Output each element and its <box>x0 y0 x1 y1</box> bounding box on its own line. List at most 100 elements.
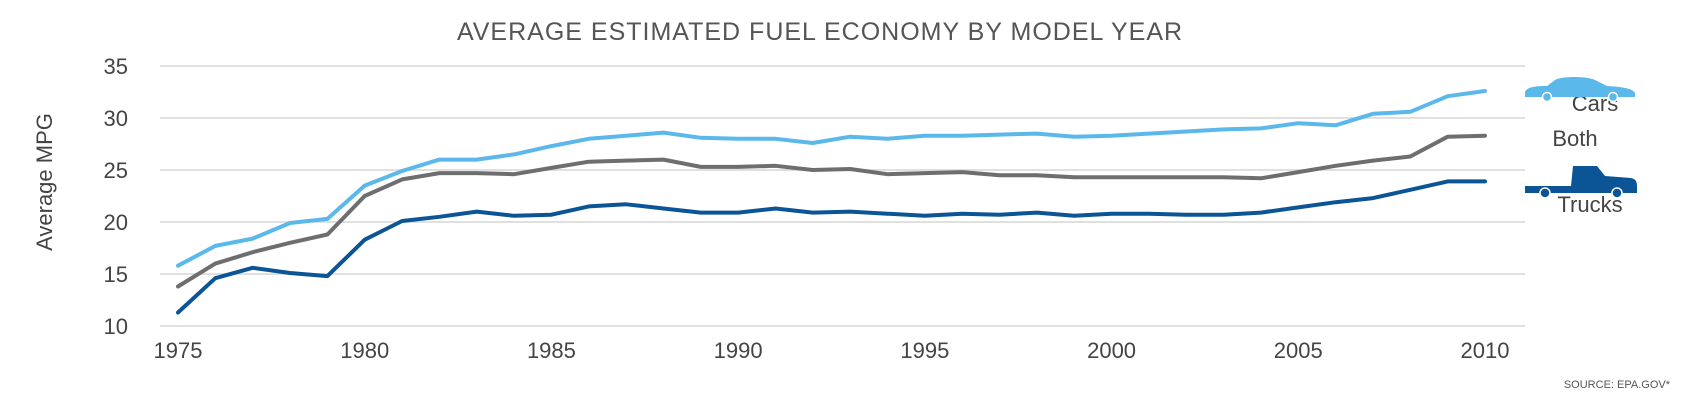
data-point-both <box>325 232 329 237</box>
truck-icon <box>1525 166 1637 199</box>
data-point-both <box>773 164 778 168</box>
y-tick-label: 20 <box>104 210 128 235</box>
data-point-both <box>1371 159 1375 163</box>
data-point-trucks <box>1408 188 1412 192</box>
data-point-cars <box>624 134 628 138</box>
series-label-trucks: Trucks <box>1557 192 1622 217</box>
y-axis-label: Average MPG <box>32 113 57 251</box>
data-point-trucks <box>288 271 292 275</box>
x-tick-label: 2005 <box>1274 338 1323 363</box>
x-tick-labels: 1975 1980 1985 1990 1995 2000 2005 2010 <box>154 338 1510 363</box>
data-point-trucks <box>1184 213 1188 217</box>
x-tick-label: 2010 <box>1461 338 1510 363</box>
data-point-both <box>624 159 628 163</box>
data-point-both <box>1222 175 1226 179</box>
data-point-cars <box>1184 129 1188 134</box>
data-point-trucks <box>624 202 628 206</box>
data-point-trucks <box>176 310 180 315</box>
data-point-both <box>661 158 666 162</box>
data-point-trucks <box>848 210 852 214</box>
data-point-both <box>1109 175 1114 179</box>
data-point-trucks <box>1035 211 1039 215</box>
data-point-trucks <box>1147 212 1151 216</box>
data-point-trucks <box>960 212 964 216</box>
data-point-trucks <box>997 213 1002 217</box>
y-tick-label: 30 <box>104 106 128 131</box>
data-point-cars <box>960 134 964 138</box>
data-point-cars <box>400 169 404 173</box>
series-label-both: Both <box>1552 126 1597 151</box>
data-point-cars <box>811 141 815 145</box>
data-point-cars <box>288 221 292 225</box>
data-point-trucks <box>512 214 516 218</box>
data-point-both <box>363 194 367 198</box>
data-point-cars <box>325 217 329 221</box>
series-lines <box>176 89 1487 315</box>
y-tick-labels: 35 30 25 20 15 10 <box>104 54 128 339</box>
data-point-trucks <box>923 214 927 218</box>
data-point-both <box>1072 175 1076 179</box>
data-point-both <box>1296 170 1300 174</box>
data-point-both <box>213 262 217 266</box>
data-point-cars <box>1147 132 1151 136</box>
data-point-both <box>400 177 404 181</box>
x-tick-label: 2000 <box>1087 338 1136 363</box>
data-point-trucks <box>885 212 890 216</box>
x-tick-label: 1995 <box>900 338 949 363</box>
data-point-trucks <box>773 206 778 211</box>
data-point-both <box>587 160 591 164</box>
data-point-cars <box>1109 134 1114 138</box>
data-point-cars <box>1259 126 1263 130</box>
data-point-both <box>251 250 255 254</box>
data-point-trucks <box>251 266 255 270</box>
data-point-cars <box>997 133 1002 137</box>
data-point-trucks <box>437 215 441 219</box>
data-point-trucks <box>1446 179 1450 184</box>
x-tick-label: 1975 <box>154 338 203 363</box>
data-point-both <box>176 284 180 289</box>
data-point-cars <box>923 134 927 138</box>
data-point-trucks <box>363 238 367 242</box>
data-point-both <box>288 241 292 245</box>
data-point-cars <box>1446 94 1450 98</box>
source-note: SOURCE: EPA.GOV* <box>1564 379 1671 391</box>
data-point-cars <box>587 137 591 141</box>
data-point-both <box>811 168 815 172</box>
y-tick-label: 15 <box>104 262 128 287</box>
series-line-cars <box>176 89 1487 268</box>
x-tick-label: 1985 <box>527 338 576 363</box>
data-point-both <box>1259 176 1263 180</box>
data-point-cars <box>437 158 441 162</box>
data-point-cars <box>1371 112 1375 116</box>
data-point-cars <box>475 158 479 162</box>
data-point-trucks <box>1334 200 1338 204</box>
data-point-cars <box>512 152 516 156</box>
data-point-both <box>1035 173 1039 177</box>
y-tick-label: 10 <box>104 314 128 339</box>
data-point-cars <box>1072 135 1076 139</box>
data-point-trucks <box>325 274 329 278</box>
y-tick-label: 35 <box>104 54 128 79</box>
data-point-trucks <box>1296 205 1300 210</box>
data-point-cars <box>1222 127 1226 132</box>
data-point-trucks <box>1259 211 1263 215</box>
data-point-cars <box>736 137 740 141</box>
data-point-trucks <box>1371 196 1375 200</box>
data-point-cars <box>1296 121 1300 125</box>
data-point-cars <box>885 137 890 141</box>
data-point-both <box>997 173 1002 177</box>
x-tick-label: 1990 <box>714 338 763 363</box>
data-point-cars <box>1408 110 1412 114</box>
data-point-trucks <box>400 219 404 223</box>
data-point-both <box>848 167 852 171</box>
data-point-both <box>736 165 740 169</box>
data-point-cars <box>1334 123 1338 127</box>
data-point-trucks <box>475 210 479 214</box>
data-point-cars <box>251 237 255 241</box>
data-point-both <box>549 166 554 170</box>
y-tick-label: 25 <box>104 158 128 183</box>
series-line-both <box>176 133 1487 289</box>
data-point-both <box>437 171 441 175</box>
data-point-both <box>1446 135 1450 139</box>
